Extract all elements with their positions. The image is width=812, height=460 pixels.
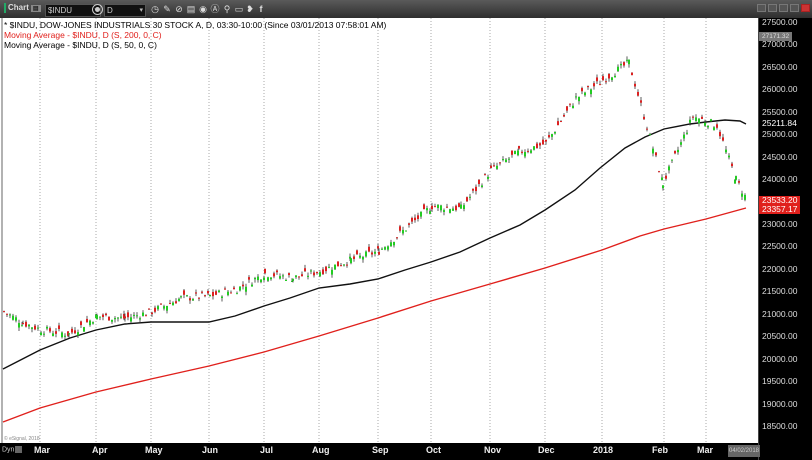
y-tick: 20000.00	[762, 354, 798, 364]
y-tick: 23000.00	[762, 219, 798, 229]
legend-ma50: Moving Average - $INDU, D (S, 50, 0, C)	[4, 40, 157, 50]
y-tick: 27500.00	[762, 17, 798, 27]
x-tick: May	[145, 445, 163, 455]
window-grip-icon	[4, 3, 6, 13]
month-gridlines	[39, 18, 707, 443]
alert-icon[interactable]: Ⓐ	[210, 4, 220, 14]
twitter-icon[interactable]: ❥	[246, 4, 254, 14]
dyn-icon	[15, 446, 23, 453]
x-tick: 2018	[593, 445, 614, 455]
legend-ma200: Moving Average - $INDU, D (S, 200, 0, C)	[4, 30, 162, 40]
y-tick: 25000.00	[762, 129, 798, 139]
interval-input[interactable]: D ▾	[104, 4, 146, 17]
x-tick: Mar	[697, 445, 714, 455]
clock-icon[interactable]: ◷	[151, 4, 159, 14]
play-icon[interactable]: ◉	[199, 4, 207, 14]
y-tick: 19000.00	[762, 399, 798, 409]
chart-badge: ▤	[30, 5, 41, 13]
link-icon[interactable]	[92, 4, 103, 15]
window-close-button[interactable]	[801, 4, 810, 12]
current-date-label: 04/02/2018	[728, 445, 760, 457]
window-restore-button[interactable]	[757, 4, 766, 12]
chevron-down-icon[interactable]: ▾	[139, 7, 143, 14]
price-candles	[3, 56, 746, 340]
x-tick: Feb	[652, 445, 669, 455]
y-tick: 27000.00	[762, 39, 798, 49]
y-tick: 22500.00	[762, 241, 798, 251]
pencil-icon[interactable]: ✎	[163, 4, 171, 14]
y-tick: 24500.00	[762, 152, 798, 162]
x-tick: Sep	[372, 445, 389, 455]
ma50-line	[2, 119, 747, 370]
x-tick: Aug	[312, 445, 330, 455]
study-icon[interactable]: ▤	[186, 4, 196, 14]
x-tick: Nov	[484, 445, 502, 455]
y-tick: 22000.00	[762, 264, 798, 274]
y-tick: 25500.00	[762, 107, 798, 117]
price-tag-ma200: 23357.17	[759, 205, 801, 214]
y-tick: 24000.00	[762, 174, 798, 184]
y-tick: 19500.00	[762, 376, 798, 386]
y-tick: 26500.00	[762, 62, 798, 72]
y-tick: 21500.00	[762, 286, 798, 296]
price-tag-top: 27171.32	[759, 32, 793, 41]
chain-icon[interactable]: ⚲	[223, 4, 231, 14]
price-tag-ma50: 25211.84	[762, 118, 797, 128]
x-tick: Mar	[34, 445, 51, 455]
x-tick: Dec	[538, 445, 555, 455]
y-tick: 18500.00	[762, 421, 798, 431]
y-tick: 26000.00	[762, 84, 798, 94]
price-axis[interactable]	[758, 18, 812, 460]
window-minimize-button[interactable]	[779, 4, 788, 12]
copyright: © eSignal, 2018	[4, 436, 40, 442]
chart-window-titlebar: Chart ▤ $INDU ▾ D ▾ ◷ ✎ ⊘ ▤ ◉ Ⓐ ⚲ ▭ ❥ f	[0, 0, 812, 18]
dyn-toggle[interactable]: Dyn	[2, 446, 23, 453]
facebook-icon[interactable]: f	[259, 4, 263, 14]
ma200-line	[2, 207, 747, 423]
x-tick: Apr	[92, 445, 108, 455]
chart-plot-area[interactable]	[0, 18, 758, 443]
y-tick: 21000.00	[762, 309, 798, 319]
x-tick: Jun	[202, 445, 219, 455]
x-tick: Jul	[260, 445, 274, 455]
x-tick: Oct	[426, 445, 442, 455]
window-link-button[interactable]	[768, 4, 777, 12]
drawing-icon[interactable]: ⊘	[175, 4, 183, 14]
time-axis[interactable]	[0, 443, 758, 460]
chart-window-label: Chart ▤	[4, 3, 41, 13]
comment-icon[interactable]: ▭	[234, 4, 244, 14]
legend-symbol: * $INDU, DOW-JONES INDUSTRIALS 30 STOCK …	[4, 20, 387, 30]
price-tag-last: 23533.20	[759, 196, 801, 205]
window-maximize-button[interactable]	[790, 4, 799, 12]
y-tick: 20500.00	[762, 331, 798, 341]
